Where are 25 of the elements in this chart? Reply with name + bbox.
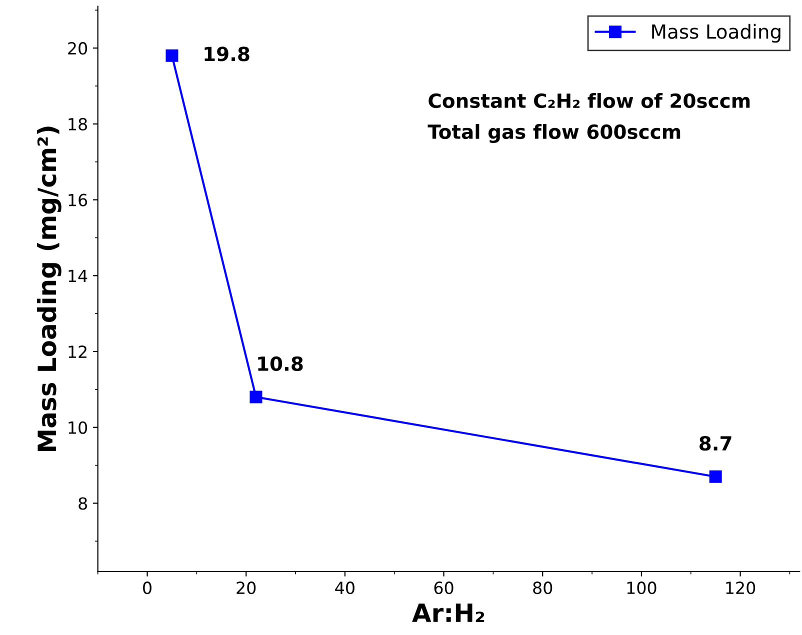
y-tick-label: 8: [78, 497, 87, 510]
x-tick-label: 80: [533, 582, 552, 594]
y-tick-label: 18: [68, 118, 87, 130]
x-tick-label: 0: [143, 582, 152, 594]
point: [166, 49, 178, 62]
y-tick-label: 10: [68, 421, 88, 434]
data-label: 8.7: [700, 436, 732, 451]
point: [709, 470, 722, 483]
x-tick-label: 100: [627, 582, 656, 594]
x-tick-label: 40: [335, 582, 354, 594]
y-tick-label: 20: [68, 42, 88, 55]
x-tick-label: 60: [434, 582, 454, 594]
y-tick-label: 16: [68, 194, 88, 206]
y-tick-label: 14: [68, 270, 88, 282]
y-tick-label: 12: [68, 345, 86, 358]
data-label: 10.8: [258, 356, 303, 372]
point: [250, 390, 262, 404]
x-tick-label: 120: [726, 582, 756, 594]
x-axis-title: Ar:H₂: [412, 604, 484, 622]
data-label: 19.8: [204, 46, 250, 62]
y-axis-title: Mass Loading (mg/cm²): [36, 126, 62, 452]
annotation: Total gas flow 600sccm: [428, 124, 680, 143]
legend-label: Mass Loading: [652, 24, 780, 43]
x-tick-label: 20: [236, 582, 256, 594]
annotation: Constant C₂H₂ flow of 20sccm: [428, 93, 750, 108]
